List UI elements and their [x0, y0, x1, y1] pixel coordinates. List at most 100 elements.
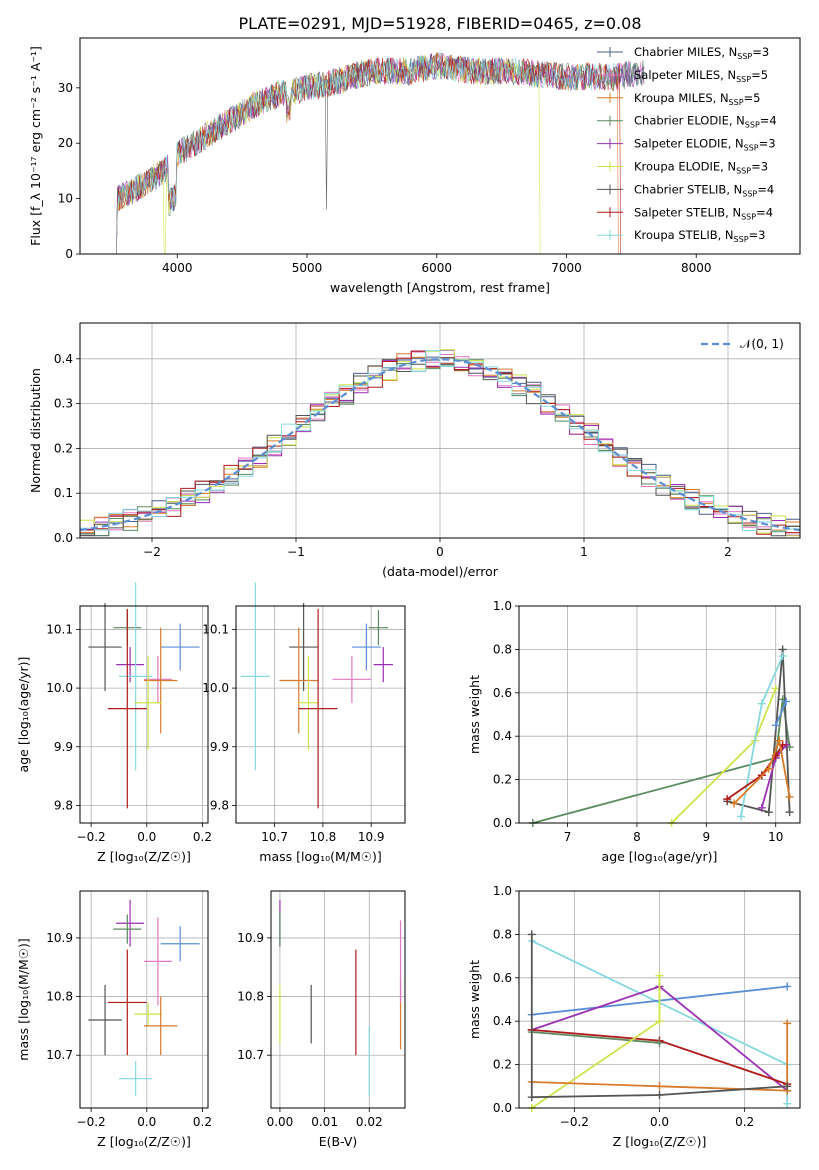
y-tick-label: 0.8: [493, 642, 512, 656]
axes-frame: [79, 890, 209, 1109]
axes-frame: [235, 605, 406, 824]
legend-entry: Kroupa ELODIE, NSSP=3: [634, 160, 768, 176]
x-axis-label: Z [log₁₀(Z/Z☉)]: [97, 1134, 191, 1149]
weight-point: [757, 803, 766, 812]
x-tick-label: 1: [580, 545, 588, 559]
panel-mass_vs_ebv: 0.00 0.01 0.02 10.7 10.8 10.9 E(B-V): [237, 890, 406, 1149]
plot-area: [279, 899, 402, 1097]
axes-frame: [518, 605, 801, 824]
y-tick-label: 0.0: [493, 816, 512, 830]
y-axis-label: mass [log₁₀(M/M☉)]: [16, 938, 31, 1060]
panel-weight_vs_Z: −0.2 0.0 0.2 0.0 0.2 0.4 0.6 0.8 1.0 Z [log₁₀(Z/Z…: [467, 884, 801, 1149]
x-tick-label: 0.0: [137, 830, 156, 844]
y-axis-label: mass weight: [467, 960, 482, 1039]
y-tick-label: 0.3: [54, 397, 73, 411]
weight-point: [771, 684, 780, 693]
y-tick-label: 20: [58, 136, 73, 150]
x-tick-label: 0.2: [193, 830, 212, 844]
x-tick-label: 10.8: [310, 830, 337, 844]
panel-mass_vs_Z: −0.2 0.0 0.2 10.7 10.8 10.9 Z [log₁₀(Z/Z☉)] mas…: [16, 890, 212, 1149]
x-tick-label: 10.9: [358, 830, 385, 844]
x-tick-label: −0.2: [560, 1115, 589, 1129]
weight-point: [655, 1017, 664, 1026]
x-tick-label: 0.01: [311, 1115, 338, 1129]
y-tick-label: 30: [58, 81, 73, 95]
x-tick-label: −1: [287, 545, 305, 559]
y-tick-label: 10: [58, 192, 73, 206]
x-tick-label: 7: [564, 830, 572, 844]
weight-point: [783, 1099, 792, 1108]
x-axis-label: Z [log₁₀(Z/Z☉)]: [97, 849, 191, 864]
axes-frame: [270, 890, 406, 1109]
y-tick-label: 1.0: [493, 884, 512, 898]
x-tick-label: 8000: [681, 261, 712, 275]
y-tick-label: 0.6: [493, 686, 512, 700]
legend-entry: 𝒩(0, 1): [740, 337, 784, 351]
weight-point: [655, 1090, 664, 1099]
legend-entry: Chabrier STELIB, NSSP=4: [634, 182, 774, 198]
weight-point: [785, 792, 794, 801]
y-axis-label: Normed distribution: [28, 368, 43, 493]
weight-line-chabrier_stelib: [530, 934, 788, 1099]
figure-title: PLATE=0291, MJD=51928, FIBERID=0465, z=0…: [238, 14, 641, 33]
y-tick-label: 10.9: [237, 931, 264, 945]
weight-point: [783, 1082, 792, 1091]
weight-point: [527, 930, 536, 939]
y-tick-label: 10.7: [237, 1048, 264, 1062]
plot-area: [88, 899, 200, 1097]
weight-point: [782, 697, 791, 706]
panel-weight_vs_age: 7 8 9 10 0.0 0.2 0.4 0.6 0.8 1.0 age [log₁₀(age/yr…: [467, 599, 801, 864]
panel-age_vs_mass: 10.7 10.8 10.9 9.8 9.9 10.0 10.1 mass [log₁₀(M/…: [202, 582, 406, 864]
y-tick-label: 0.2: [493, 1058, 512, 1072]
y-tick-label: 10.0: [46, 681, 73, 695]
legend-entry: Chabrier MILES, NSSP=3: [634, 45, 769, 61]
legend-entry: Kroupa MILES, NSSP=5: [634, 91, 760, 107]
axes-frame: [79, 37, 801, 255]
weight-line-chabrier_elodie: [531, 1031, 660, 1044]
normal-curve: [79, 358, 801, 532]
x-tick-label: 10: [768, 830, 783, 844]
spectrum-line-chabrier_miles: [116, 53, 645, 255]
plot-area: [528, 645, 794, 827]
y-axis-label: age [log₁₀(age/yr)]: [16, 657, 31, 773]
weight-point: [764, 808, 773, 817]
panel-age_vs_Z: −0.2 0.0 0.2 9.8 9.9 10.0 10.1 Z [log₁₀(Z/Z☉)] a…: [16, 582, 212, 864]
y-tick-label: 0.0: [493, 1101, 512, 1115]
weight-point: [655, 1082, 664, 1091]
weight-point: [771, 721, 780, 730]
x-axis-label: age [log₁₀(age/yr)]: [602, 849, 718, 864]
plot-area: [240, 582, 393, 809]
x-tick-label: −0.2: [77, 1115, 106, 1129]
weight-point: [783, 1019, 792, 1028]
y-tick-label: 1.0: [493, 599, 512, 613]
y-tick-label: 10.1: [202, 622, 229, 636]
plot-area: Chabrier MILES, NSSP=3 Salpeter MILES, NS…: [116, 45, 777, 255]
weight-point: [655, 971, 664, 980]
y-tick-label: 0.8: [493, 927, 512, 941]
y-tick-label: 9.9: [210, 740, 229, 754]
y-tick-label: 10.8: [237, 990, 264, 1004]
y-tick-label: 0: [65, 247, 73, 261]
y-tick-label: 0.4: [54, 352, 73, 366]
y-tick-label: 0.0: [54, 531, 73, 545]
plot-area: [88, 582, 200, 809]
x-tick-label: 6000: [421, 261, 452, 275]
weight-point: [757, 699, 766, 708]
x-tick-label: 0.02: [356, 1115, 383, 1129]
weight-point: [723, 795, 732, 804]
weight-point: [783, 982, 792, 991]
weight-line-chabrier_stelib: [726, 649, 791, 814]
y-tick-label: 9.9: [54, 740, 73, 754]
x-tick-label: 5000: [292, 261, 323, 275]
x-axis-label: E(B-V): [319, 1134, 358, 1149]
x-tick-label: 9: [703, 830, 711, 844]
weight-point: [785, 808, 794, 817]
y-tick-label: 0.6: [493, 971, 512, 985]
weight-point: [527, 1093, 536, 1102]
x-tick-label: 4000: [162, 261, 193, 275]
x-axis-label: mass [log₁₀(M/M☉)]: [259, 849, 381, 864]
y-tick-label: 10.8: [46, 990, 73, 1004]
x-tick-label: −2: [143, 545, 161, 559]
